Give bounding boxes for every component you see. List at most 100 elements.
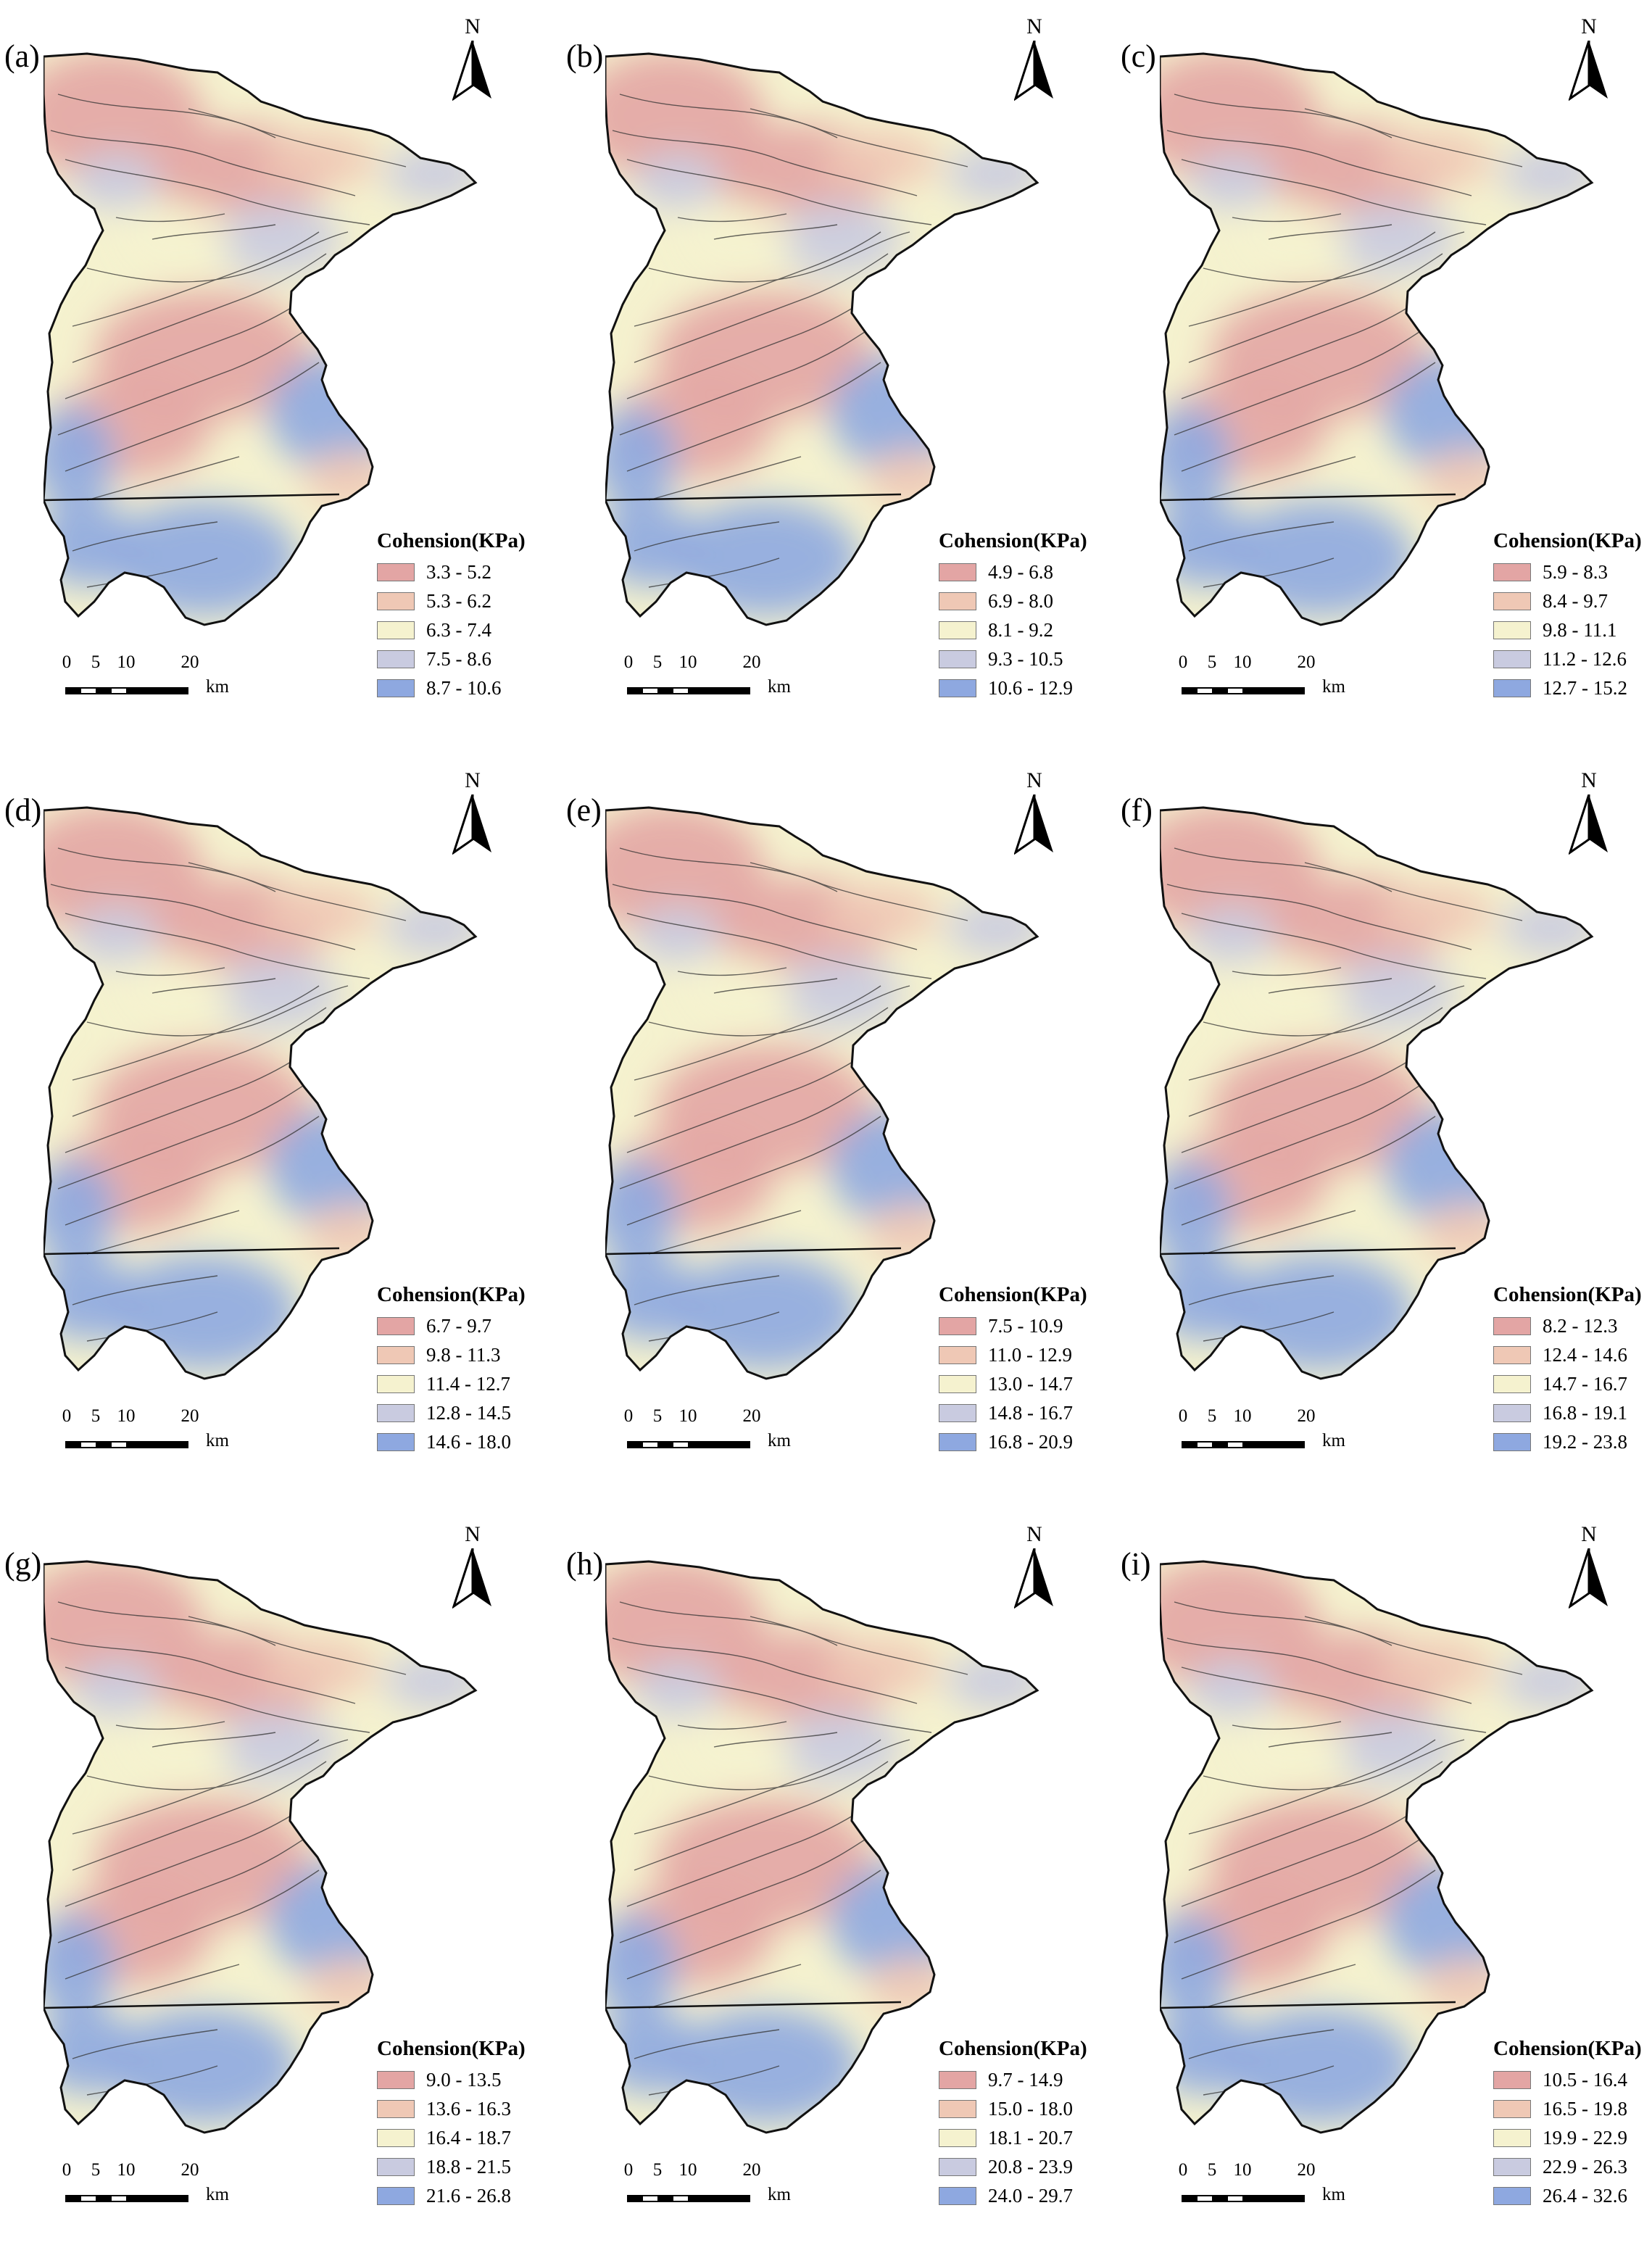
scale-tick: 20 — [742, 2160, 761, 2180]
legend-swatch — [377, 1316, 415, 1335]
legend-swatch — [377, 620, 415, 639]
scale-tick: 10 — [1233, 652, 1252, 672]
legend-item: 9.8 - 11.3 — [377, 1340, 536, 1369]
legend-swatch — [939, 2186, 976, 2205]
north-label: N — [1581, 768, 1597, 792]
cohesion-map — [1160, 806, 1594, 1380]
map-panel-c: (c) N — [1116, 0, 1652, 739]
panel-label: (e) — [566, 792, 602, 828]
map-panel-d: (d) N — [0, 754, 536, 1493]
legend-range: 5.9 - 8.3 — [1543, 560, 1608, 583]
scale-tick: 10 — [1233, 2160, 1252, 2180]
legend-item: 8.7 - 10.6 — [377, 673, 536, 702]
panel-label: (c) — [1121, 38, 1156, 74]
legend-range: 6.3 - 7.4 — [426, 618, 491, 641]
legend-item: 7.5 - 8.6 — [377, 644, 536, 673]
north-arrow-icon: N — [1569, 768, 1609, 855]
legend-title: Cohension(KPa) — [939, 1283, 1087, 1306]
scale-tick: 0 — [62, 2160, 72, 2180]
scale-bar-icon: 0 5 10 20 km — [61, 2160, 278, 2218]
legend-swatch — [377, 563, 415, 581]
legend: Cohension(KPa) 6.7 - 9.7 9.8 - 11.3 11.4 -… — [377, 1283, 536, 1456]
legend-range: 5.3 - 6.2 — [426, 589, 491, 612]
legend-swatch — [377, 678, 415, 697]
north-label: N — [1581, 1522, 1597, 1546]
legend: Cohension(KPa) 10.5 - 16.4 16.5 - 19.8 19.… — [1493, 2037, 1652, 2210]
legend-range: 16.5 - 19.8 — [1543, 2097, 1627, 2120]
legend-range: 8.1 - 9.2 — [988, 618, 1053, 641]
cohesion-map — [43, 1560, 478, 2134]
legend-swatch — [1493, 1403, 1531, 1422]
legend-range: 24.0 - 29.7 — [988, 2184, 1073, 2207]
legend-item: 15.0 - 18.0 — [939, 2094, 1098, 2123]
scale-bar-icon: 0 5 10 20 km — [623, 1406, 840, 1464]
scale-bar-icon: 0 5 10 20 km — [1177, 1406, 1395, 1464]
scale-tick: 5 — [91, 2160, 101, 2180]
north-label: N — [1026, 768, 1042, 792]
legend-range: 8.7 - 10.6 — [426, 676, 502, 699]
legend-range: 11.2 - 12.6 — [1543, 647, 1627, 670]
legend-item: 20.8 - 23.9 — [939, 2152, 1098, 2181]
legend-item: 10.5 - 16.4 — [1493, 2065, 1652, 2094]
scale-bar-icon: 0 5 10 20 km — [61, 652, 278, 710]
legend-swatch — [377, 2128, 415, 2147]
cohesion-map — [43, 806, 478, 1380]
scale-tick: 20 — [1297, 2160, 1316, 2180]
legend-swatch — [1493, 2128, 1531, 2147]
cohesion-map — [605, 806, 1039, 1380]
legend: Cohension(KPa) 4.9 - 6.8 6.9 - 8.0 8.1 - 9… — [939, 529, 1098, 702]
legend-swatch — [1493, 678, 1531, 697]
legend-range: 10.5 - 16.4 — [1543, 2068, 1627, 2091]
north-arrow-icon: N — [1014, 768, 1055, 855]
legend-swatch — [939, 592, 976, 610]
legend-range: 16.8 - 19.1 — [1543, 1401, 1627, 1424]
legend-swatch — [1493, 2099, 1531, 2118]
north-label: N — [465, 14, 481, 38]
scale-tick: 0 — [1178, 2160, 1188, 2180]
legend-range: 9.8 - 11.1 — [1543, 618, 1617, 641]
map-panel-f: (f) N — [1116, 754, 1652, 1493]
north-arrow-icon: N — [452, 1522, 493, 1609]
legend-range: 26.4 - 32.6 — [1543, 2184, 1627, 2207]
scale-tick: 10 — [117, 2160, 136, 2180]
scale-unit: km — [768, 677, 791, 697]
legend-title: Cohension(KPa) — [1493, 529, 1642, 552]
legend-title: Cohension(KPa) — [1493, 1283, 1642, 1306]
legend-swatch — [1493, 1374, 1531, 1393]
legend-range: 9.3 - 10.5 — [988, 647, 1063, 670]
scale-tick: 0 — [623, 2160, 634, 2180]
north-arrow-icon: N — [1569, 1522, 1609, 1609]
scale-tick: 20 — [742, 652, 761, 672]
scale-tick: 5 — [1207, 2160, 1217, 2180]
legend: Cohension(KPa) 9.0 - 13.5 13.6 - 16.3 16.4… — [377, 2037, 536, 2210]
legend-item: 3.3 - 5.2 — [377, 557, 536, 586]
legend-swatch — [939, 1374, 976, 1393]
legend-swatch — [377, 2099, 415, 2118]
scale-tick: 20 — [180, 2160, 199, 2180]
legend-swatch — [377, 2157, 415, 2176]
legend-range: 18.1 - 20.7 — [988, 2126, 1073, 2149]
legend-item: 6.7 - 9.7 — [377, 1311, 536, 1340]
legend-swatch — [377, 649, 415, 668]
scale-tick: 10 — [1233, 1406, 1252, 1426]
scale-tick: 5 — [652, 2160, 663, 2180]
scale-unit: km — [206, 2185, 229, 2204]
north-arrow-icon: N — [1014, 1522, 1055, 1609]
legend-swatch — [377, 1374, 415, 1393]
panel-label: (d) — [4, 792, 42, 828]
scale-unit: km — [1322, 1431, 1345, 1450]
legend-range: 6.9 - 8.0 — [988, 589, 1053, 612]
legend-swatch — [1493, 2070, 1531, 2089]
legend-item: 12.4 - 14.6 — [1493, 1340, 1652, 1369]
legend-swatch — [939, 1403, 976, 1422]
panel-label: (f) — [1121, 792, 1153, 828]
scale-tick: 0 — [1178, 652, 1188, 672]
legend-swatch — [939, 2128, 976, 2147]
panel-label: (g) — [4, 1546, 42, 1582]
legend-item: 9.0 - 13.5 — [377, 2065, 536, 2094]
legend-swatch — [1493, 2157, 1531, 2176]
map-panel-g: (g) N — [0, 1508, 536, 2247]
scale-unit: km — [206, 677, 229, 697]
legend-item: 6.9 - 8.0 — [939, 586, 1098, 615]
legend-swatch — [939, 2099, 976, 2118]
